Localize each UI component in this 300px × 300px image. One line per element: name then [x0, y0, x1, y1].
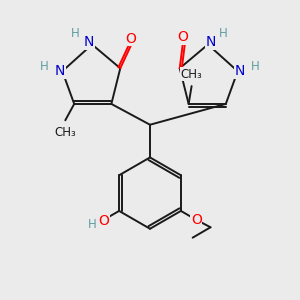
- Text: O: O: [98, 214, 109, 228]
- Text: O: O: [177, 30, 188, 44]
- Text: CH₃: CH₃: [54, 126, 76, 139]
- Text: CH₃: CH₃: [181, 68, 202, 81]
- Text: N: N: [235, 64, 245, 78]
- Text: O: O: [125, 32, 136, 46]
- Text: N: N: [206, 35, 216, 49]
- Text: H: H: [40, 60, 49, 73]
- Text: H: H: [88, 218, 97, 231]
- Text: N: N: [84, 35, 94, 49]
- Text: N: N: [55, 64, 65, 78]
- Text: H: H: [251, 60, 260, 73]
- Text: H: H: [71, 27, 80, 40]
- Text: O: O: [191, 213, 202, 227]
- Text: H: H: [218, 27, 227, 40]
